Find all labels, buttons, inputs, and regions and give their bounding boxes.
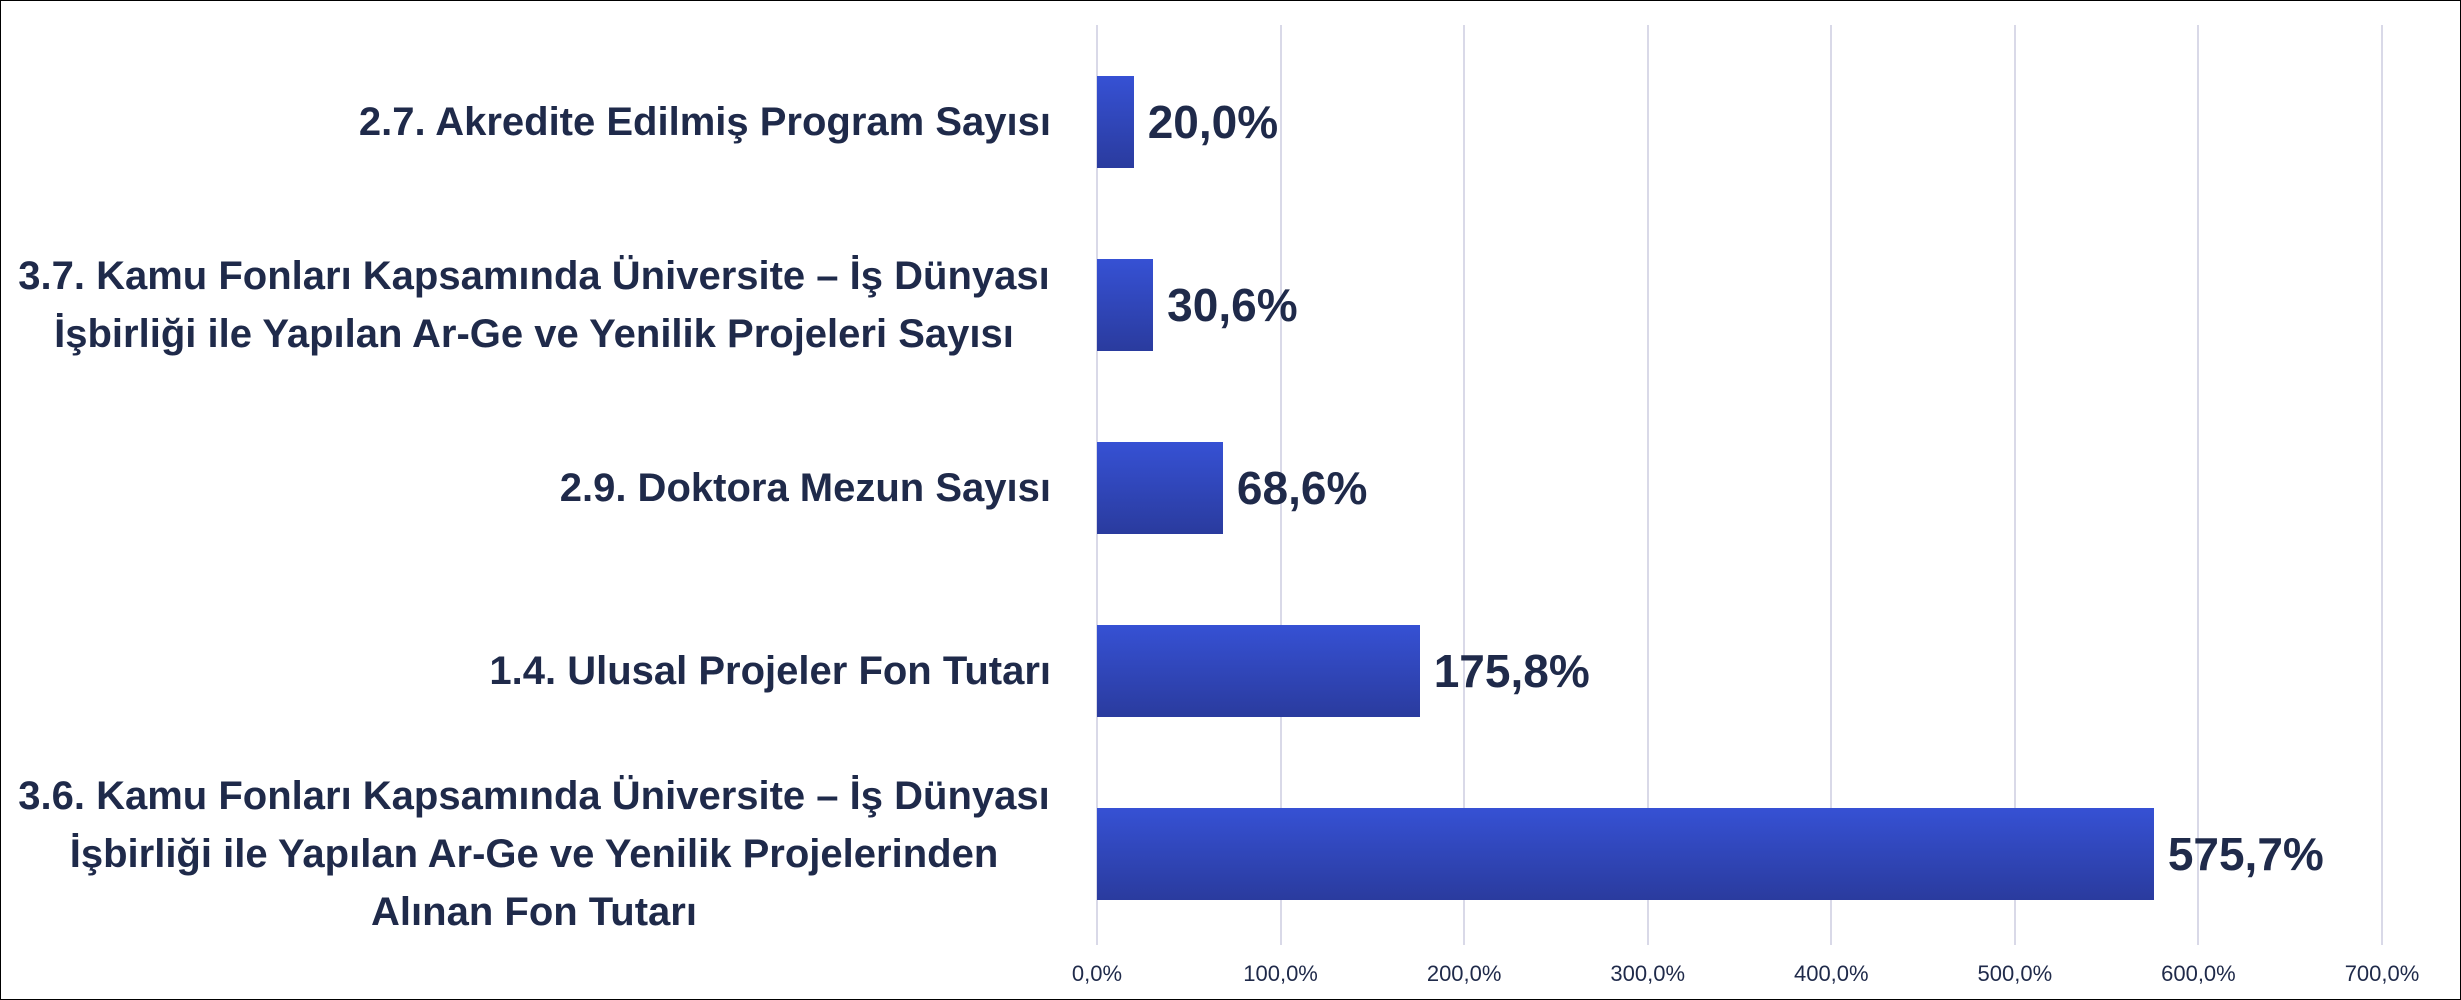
category-label-box: 3.6. Kamu Fonları Kapsamında Üniversite …	[17, 767, 1051, 941]
value-label: 68,6%	[1236, 462, 1368, 514]
bar	[1097, 807, 2154, 900]
x-tick-label: 500,0%	[1977, 961, 2053, 986]
grid-line	[1646, 25, 1649, 945]
x-tick-label: 400,0%	[1793, 961, 1869, 986]
category-label-box: 2.9. Doktora Mezun Sayısı	[17, 459, 1051, 517]
grid-line	[2381, 25, 2383, 945]
category-label-box: 3.7. Kamu Fonları Kapsamında Üniversite …	[17, 247, 1051, 363]
value-label: 30,6%	[1167, 279, 1298, 332]
category-label: 3.6. Kamu Fonları Kapsamında Üniversite …	[18, 773, 1050, 934]
bar	[1097, 76, 1134, 169]
grid-line	[2013, 25, 2016, 945]
grid-line	[1279, 25, 1282, 945]
category-label: 3.7. Kamu Fonları Kapsamında Üniversite …	[18, 254, 1050, 357]
category-label: 1.4. Ulusal Projeler Fon Tutarı	[489, 648, 1051, 693]
x-tick-label: 700,0%	[2344, 961, 2420, 986]
category-label-box: 2.7. Akredite Edilmiş Program Sayısı	[17, 93, 1051, 151]
value-label: 175,8%	[1433, 644, 1590, 697]
bar	[1097, 442, 1223, 534]
category-label-box: 1.4. Ulusal Projeler Fon Tutarı	[17, 642, 1051, 700]
x-tick-label: 100,0%	[1243, 961, 1318, 986]
category-label: 2.9. Doktora Mezun Sayısı	[559, 466, 1051, 510]
value-label: 20,0%	[1147, 96, 1279, 149]
grid-line	[1463, 25, 1466, 945]
grid-line	[1830, 25, 1833, 945]
value-label: 575,7%	[2167, 827, 2324, 880]
x-tick-label: 200,0%	[1426, 961, 1502, 986]
bar	[1097, 624, 1420, 717]
x-tick-label: 0,0%	[1071, 961, 1123, 986]
x-tick-label: 600,0%	[2161, 961, 2236, 986]
x-tick-label: 300,0%	[1610, 961, 1686, 986]
bar	[1097, 259, 1154, 352]
category-label: 2.7. Akredite Edilmiş Program Sayısı	[358, 100, 1051, 145]
grid-line	[2197, 25, 2200, 945]
